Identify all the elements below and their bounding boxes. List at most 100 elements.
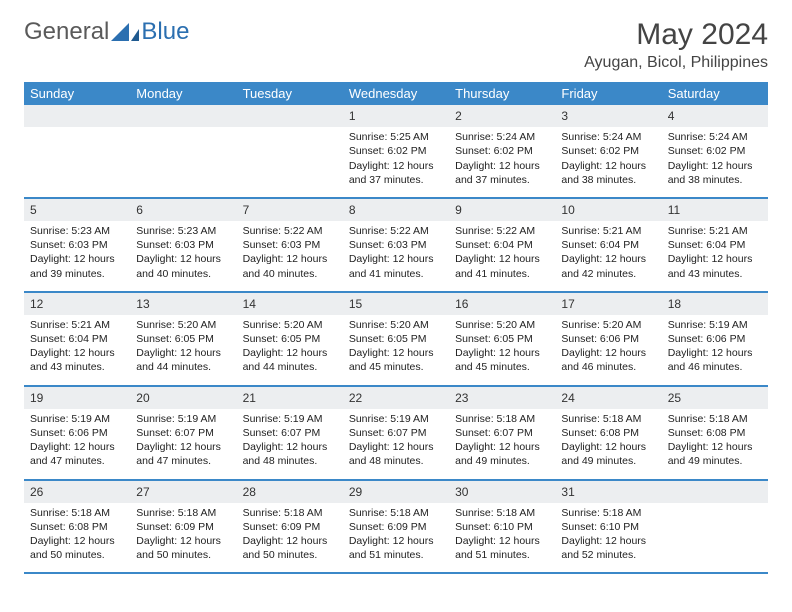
calendar-day-cell: 7Sunrise: 5:22 AMSunset: 6:03 PMDaylight… [237, 198, 343, 292]
day-body: Sunrise: 5:20 AMSunset: 6:05 PMDaylight:… [343, 315, 449, 385]
calendar-day-cell: 17Sunrise: 5:20 AMSunset: 6:06 PMDayligh… [555, 292, 661, 386]
calendar-day-cell: 24Sunrise: 5:18 AMSunset: 6:08 PMDayligh… [555, 386, 661, 480]
day-body: Sunrise: 5:18 AMSunset: 6:08 PMDaylight:… [662, 409, 768, 479]
day-body: Sunrise: 5:20 AMSunset: 6:05 PMDaylight:… [130, 315, 236, 385]
day-number: 27 [130, 481, 236, 503]
day-body: Sunrise: 5:23 AMSunset: 6:03 PMDaylight:… [130, 221, 236, 291]
day-number: 23 [449, 387, 555, 409]
brand-sail-icon [111, 23, 139, 41]
day-body: Sunrise: 5:18 AMSunset: 6:09 PMDaylight:… [237, 503, 343, 573]
day-number: 6 [130, 199, 236, 221]
calendar-empty-cell [237, 105, 343, 198]
day-body: Sunrise: 5:22 AMSunset: 6:04 PMDaylight:… [449, 221, 555, 291]
day-body: Sunrise: 5:20 AMSunset: 6:06 PMDaylight:… [555, 315, 661, 385]
calendar-day-cell: 4Sunrise: 5:24 AMSunset: 6:02 PMDaylight… [662, 105, 768, 198]
calendar-day-cell: 28Sunrise: 5:18 AMSunset: 6:09 PMDayligh… [237, 480, 343, 574]
day-number: 28 [237, 481, 343, 503]
day-number: 13 [130, 293, 236, 315]
day-body: Sunrise: 5:24 AMSunset: 6:02 PMDaylight:… [662, 127, 768, 197]
day-of-week-header: Tuesday [237, 82, 343, 105]
calendar-week-row: 26Sunrise: 5:18 AMSunset: 6:08 PMDayligh… [24, 480, 768, 574]
day-body: Sunrise: 5:22 AMSunset: 6:03 PMDaylight:… [237, 221, 343, 291]
day-number: 16 [449, 293, 555, 315]
day-number: 2 [449, 105, 555, 127]
calendar-day-cell: 19Sunrise: 5:19 AMSunset: 6:06 PMDayligh… [24, 386, 130, 480]
month-title: May 2024 [584, 18, 768, 52]
day-body [24, 127, 130, 183]
day-body: Sunrise: 5:18 AMSunset: 6:08 PMDaylight:… [24, 503, 130, 573]
calendar-day-cell: 15Sunrise: 5:20 AMSunset: 6:05 PMDayligh… [343, 292, 449, 386]
day-number: 4 [662, 105, 768, 127]
location: Ayugan, Bicol, Philippines [584, 54, 768, 72]
day-number: 7 [237, 199, 343, 221]
day-body: Sunrise: 5:24 AMSunset: 6:02 PMDaylight:… [555, 127, 661, 197]
day-of-week-row: SundayMondayTuesdayWednesdayThursdayFrid… [24, 82, 768, 105]
day-number: 3 [555, 105, 661, 127]
day-of-week-header: Friday [555, 82, 661, 105]
day-number: 14 [237, 293, 343, 315]
day-body [237, 127, 343, 183]
day-number: 8 [343, 199, 449, 221]
calendar-day-cell: 22Sunrise: 5:19 AMSunset: 6:07 PMDayligh… [343, 386, 449, 480]
day-number: 29 [343, 481, 449, 503]
day-body: Sunrise: 5:18 AMSunset: 6:10 PMDaylight:… [449, 503, 555, 573]
calendar-empty-cell [662, 480, 768, 574]
day-of-week-header: Saturday [662, 82, 768, 105]
day-body: Sunrise: 5:22 AMSunset: 6:03 PMDaylight:… [343, 221, 449, 291]
day-number: 31 [555, 481, 661, 503]
calendar-day-cell: 29Sunrise: 5:18 AMSunset: 6:09 PMDayligh… [343, 480, 449, 574]
calendar-day-cell: 25Sunrise: 5:18 AMSunset: 6:08 PMDayligh… [662, 386, 768, 480]
day-body: Sunrise: 5:18 AMSunset: 6:09 PMDaylight:… [343, 503, 449, 573]
calendar-day-cell: 13Sunrise: 5:20 AMSunset: 6:05 PMDayligh… [130, 292, 236, 386]
calendar-day-cell: 5Sunrise: 5:23 AMSunset: 6:03 PMDaylight… [24, 198, 130, 292]
calendar-day-cell: 31Sunrise: 5:18 AMSunset: 6:10 PMDayligh… [555, 480, 661, 574]
calendar-day-cell: 21Sunrise: 5:19 AMSunset: 6:07 PMDayligh… [237, 386, 343, 480]
calendar-day-cell: 16Sunrise: 5:20 AMSunset: 6:05 PMDayligh… [449, 292, 555, 386]
day-body: Sunrise: 5:21 AMSunset: 6:04 PMDaylight:… [24, 315, 130, 385]
calendar-day-cell: 27Sunrise: 5:18 AMSunset: 6:09 PMDayligh… [130, 480, 236, 574]
day-body: Sunrise: 5:18 AMSunset: 6:09 PMDaylight:… [130, 503, 236, 573]
calendar-week-row: 1Sunrise: 5:25 AMSunset: 6:02 PMDaylight… [24, 105, 768, 198]
calendar-day-cell: 26Sunrise: 5:18 AMSunset: 6:08 PMDayligh… [24, 480, 130, 574]
calendar-day-cell: 2Sunrise: 5:24 AMSunset: 6:02 PMDaylight… [449, 105, 555, 198]
calendar-empty-cell [24, 105, 130, 198]
day-number: 21 [237, 387, 343, 409]
day-body: Sunrise: 5:18 AMSunset: 6:07 PMDaylight:… [449, 409, 555, 479]
day-number [24, 105, 130, 127]
day-number: 18 [662, 293, 768, 315]
day-of-week-header: Sunday [24, 82, 130, 105]
day-body: Sunrise: 5:20 AMSunset: 6:05 PMDaylight:… [237, 315, 343, 385]
calendar-day-cell: 10Sunrise: 5:21 AMSunset: 6:04 PMDayligh… [555, 198, 661, 292]
day-body: Sunrise: 5:18 AMSunset: 6:08 PMDaylight:… [555, 409, 661, 479]
day-body [662, 503, 768, 559]
day-number [662, 481, 768, 503]
day-number: 20 [130, 387, 236, 409]
calendar-day-cell: 6Sunrise: 5:23 AMSunset: 6:03 PMDaylight… [130, 198, 236, 292]
day-body: Sunrise: 5:19 AMSunset: 6:07 PMDaylight:… [343, 409, 449, 479]
day-body: Sunrise: 5:23 AMSunset: 6:03 PMDaylight:… [24, 221, 130, 291]
day-number: 30 [449, 481, 555, 503]
day-number: 11 [662, 199, 768, 221]
calendar-week-row: 12Sunrise: 5:21 AMSunset: 6:04 PMDayligh… [24, 292, 768, 386]
day-number [130, 105, 236, 127]
day-number: 9 [449, 199, 555, 221]
calendar-day-cell: 1Sunrise: 5:25 AMSunset: 6:02 PMDaylight… [343, 105, 449, 198]
day-number: 26 [24, 481, 130, 503]
day-of-week-header: Wednesday [343, 82, 449, 105]
day-body: Sunrise: 5:19 AMSunset: 6:06 PMDaylight:… [662, 315, 768, 385]
calendar-day-cell: 30Sunrise: 5:18 AMSunset: 6:10 PMDayligh… [449, 480, 555, 574]
day-number: 15 [343, 293, 449, 315]
day-number: 5 [24, 199, 130, 221]
day-body: Sunrise: 5:21 AMSunset: 6:04 PMDaylight:… [555, 221, 661, 291]
day-body: Sunrise: 5:19 AMSunset: 6:06 PMDaylight:… [24, 409, 130, 479]
day-number: 19 [24, 387, 130, 409]
day-body: Sunrise: 5:25 AMSunset: 6:02 PMDaylight:… [343, 127, 449, 197]
day-body: Sunrise: 5:21 AMSunset: 6:04 PMDaylight:… [662, 221, 768, 291]
day-number: 10 [555, 199, 661, 221]
day-number: 24 [555, 387, 661, 409]
day-of-week-header: Thursday [449, 82, 555, 105]
day-body: Sunrise: 5:19 AMSunset: 6:07 PMDaylight:… [130, 409, 236, 479]
calendar-day-cell: 23Sunrise: 5:18 AMSunset: 6:07 PMDayligh… [449, 386, 555, 480]
brand-part2: Blue [141, 18, 189, 46]
day-number: 17 [555, 293, 661, 315]
